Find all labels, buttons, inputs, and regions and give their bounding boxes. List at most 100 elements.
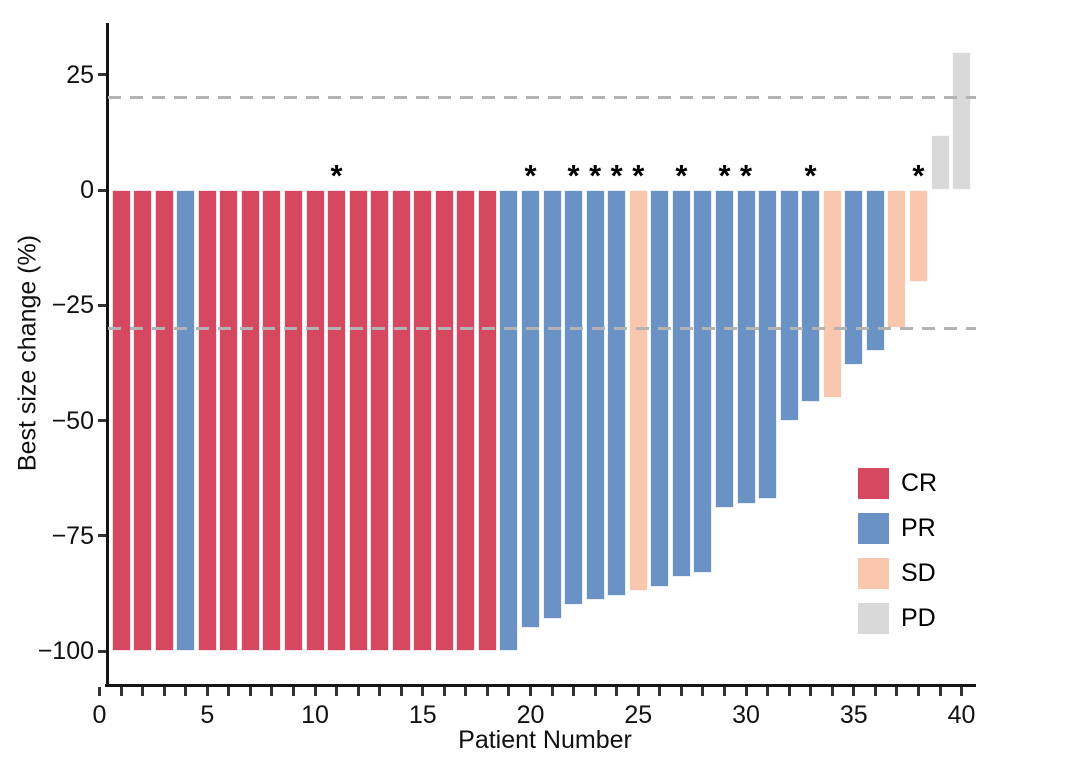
x-tick-label-15: 15	[408, 701, 437, 729]
x-tick-17	[464, 687, 468, 696]
y-tick--25	[98, 303, 107, 307]
bar-patient-6-CR	[219, 190, 239, 651]
bar-patient-3-CR	[154, 190, 174, 651]
y-tick-label-0: 0	[80, 176, 94, 204]
x-tick-10	[313, 687, 317, 696]
x-tick-0	[98, 687, 101, 696]
bar-patient-9-CR	[284, 190, 303, 651]
x-tick-1	[119, 687, 123, 696]
y-tick-label--100: −100	[37, 637, 94, 665]
significance-star-patient-22: *	[567, 158, 580, 193]
bar-patient-31-PR	[758, 190, 778, 499]
significance-star-patient-38: *	[912, 158, 925, 193]
bar-patient-2-CR	[133, 190, 153, 651]
x-tick-7	[248, 687, 252, 696]
bar-patient-36-PR	[865, 190, 885, 352]
x-tick-11	[335, 687, 339, 696]
bar-patient-22-PR	[564, 190, 584, 605]
y-tick-label--75: −75	[51, 521, 94, 550]
x-tick-40	[960, 687, 963, 696]
x-tick-29	[723, 687, 726, 696]
bar-patient-8-CR	[262, 190, 282, 651]
legend-swatch-PD	[858, 603, 889, 634]
bar-patient-21-PR	[542, 190, 562, 619]
x-tick-25	[636, 687, 640, 696]
significance-star-patient-20: *	[524, 158, 537, 193]
x-tick-33	[809, 687, 813, 696]
bar-patient-19-PR	[499, 190, 519, 651]
significance-star-patient-25: *	[632, 158, 645, 193]
bar-patient-15-CR	[413, 190, 433, 651]
x-tick-label-40: 40	[947, 701, 976, 729]
x-tick-label-25: 25	[624, 701, 653, 729]
bar-patient-18-CR	[477, 190, 497, 651]
bar-patient-30-PR	[736, 190, 756, 504]
bar-patient-38-SD	[908, 190, 928, 283]
x-axis-line	[105, 684, 976, 687]
x-axis-title: Patient Number	[458, 726, 632, 754]
significance-star-patient-30: *	[739, 158, 753, 193]
bar-patient-10-CR	[305, 190, 325, 651]
y-axis-title: Best size change (%)	[13, 234, 42, 472]
x-tick-8	[270, 687, 274, 696]
significance-star-patient-11: *	[330, 158, 343, 193]
reference-line--30	[108, 326, 976, 330]
legend-label-PR: PR	[901, 514, 936, 542]
x-tick-label-20: 20	[516, 701, 545, 729]
bar-patient-26-PR	[650, 190, 670, 587]
significance-star-patient-24: *	[610, 158, 623, 193]
legend-swatch-CR	[858, 468, 889, 499]
x-tick-38	[916, 687, 920, 696]
x-tick-30	[744, 687, 748, 696]
bar-patient-37-SD	[887, 190, 907, 329]
x-tick-18	[485, 687, 489, 696]
y-tick-label--25: −25	[51, 291, 94, 320]
bar-patient-23-PR	[585, 190, 605, 601]
x-tick-21	[550, 687, 554, 696]
x-tick-label-30: 30	[732, 701, 760, 729]
reference-line-20	[108, 96, 976, 100]
bar-patient-39-PD	[930, 134, 950, 190]
x-tick-label-0: 0	[92, 701, 107, 729]
x-tick-12	[356, 687, 360, 696]
x-tick-6	[227, 687, 231, 696]
y-tick-25	[98, 73, 107, 77]
bar-patient-16-CR	[434, 190, 454, 651]
bar-patient-35-PR	[844, 190, 864, 366]
legend-swatch-PR	[858, 513, 889, 544]
significance-star-patient-23: *	[589, 158, 602, 193]
y-axis-line	[106, 23, 109, 685]
x-tick-37	[895, 687, 899, 696]
x-tick-27	[679, 687, 683, 696]
x-tick-32	[787, 687, 791, 696]
x-tick-13	[378, 687, 382, 696]
bar-patient-20-PR	[521, 190, 540, 628]
x-tick-23	[593, 687, 597, 696]
x-tick-36	[873, 687, 877, 696]
bar-patient-28-PR	[693, 190, 713, 573]
bar-patient-13-CR	[370, 190, 390, 651]
x-tick-22	[572, 687, 576, 696]
x-tick-39	[938, 687, 942, 696]
bar-patient-40-PD	[952, 51, 971, 190]
x-tick-14	[399, 687, 403, 696]
x-tick-34	[830, 687, 834, 696]
x-tick-19	[507, 687, 511, 696]
x-tick-35	[852, 687, 856, 696]
significance-star-patient-29: *	[718, 158, 731, 193]
legend-label-CR: CR	[901, 469, 938, 497]
bar-patient-5-CR	[197, 190, 217, 651]
bar-patient-32-PR	[779, 190, 799, 421]
significance-star-patient-27: *	[675, 158, 688, 193]
x-tick-31	[766, 687, 770, 696]
x-tick-26	[658, 687, 662, 696]
x-tick-9	[292, 687, 295, 696]
x-tick-20	[529, 687, 532, 696]
y-tick--100	[98, 649, 107, 653]
x-tick-label-5: 5	[200, 701, 215, 729]
legend-label-SD: SD	[901, 559, 936, 587]
significance-star-patient-33: *	[804, 158, 817, 193]
bar-patient-14-CR	[391, 190, 411, 651]
bar-patient-33-PR	[801, 190, 821, 403]
